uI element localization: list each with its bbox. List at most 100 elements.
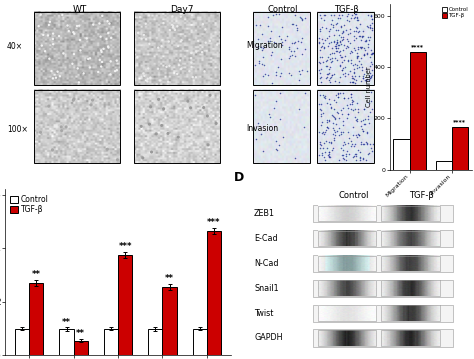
- Point: [367, 51, 374, 57]
- Point: [360, 28, 367, 33]
- Point: [350, 76, 357, 82]
- Point: [184, 98, 191, 104]
- Point: [342, 73, 349, 79]
- Point: [70, 29, 77, 35]
- Point: [264, 38, 272, 43]
- Point: [336, 132, 343, 138]
- Point: [316, 140, 323, 145]
- Point: [98, 49, 105, 55]
- Point: [295, 106, 303, 112]
- Point: [349, 75, 356, 81]
- Point: [366, 34, 374, 39]
- Point: [340, 42, 348, 48]
- Point: [352, 153, 360, 158]
- Bar: [318, 330, 376, 346]
- Point: [334, 45, 342, 50]
- Point: [349, 99, 356, 105]
- Point: [198, 49, 206, 55]
- Point: [326, 79, 334, 84]
- Point: [361, 106, 368, 111]
- Point: [293, 28, 301, 33]
- Point: [70, 51, 78, 57]
- Point: [173, 71, 181, 77]
- Point: [335, 111, 342, 116]
- Point: [290, 41, 297, 46]
- Point: [338, 31, 346, 36]
- Point: [366, 54, 374, 60]
- Point: [321, 95, 329, 101]
- Point: [331, 115, 339, 121]
- Point: [358, 33, 365, 39]
- Point: [298, 51, 306, 57]
- Point: [368, 20, 376, 26]
- Point: [297, 15, 305, 21]
- Point: [273, 40, 280, 46]
- Point: [339, 122, 347, 128]
- Point: [353, 62, 361, 68]
- Point: [323, 125, 331, 130]
- Point: [316, 93, 324, 98]
- Point: [348, 102, 356, 107]
- Point: [318, 54, 326, 60]
- Point: [352, 24, 359, 30]
- Point: [330, 127, 338, 133]
- Point: [315, 151, 323, 157]
- Point: [368, 50, 375, 56]
- Point: [331, 33, 338, 38]
- Bar: [393, 139, 410, 169]
- Point: [320, 45, 328, 51]
- Point: [328, 17, 336, 23]
- Point: [332, 99, 339, 104]
- Point: [153, 131, 160, 137]
- Point: [359, 156, 367, 162]
- Point: [366, 141, 374, 146]
- Text: Invasion: Invasion: [246, 123, 279, 132]
- Point: [69, 97, 77, 103]
- Point: [337, 64, 344, 69]
- Point: [76, 37, 84, 43]
- Point: [338, 111, 346, 117]
- Point: [334, 42, 342, 47]
- Point: [353, 54, 360, 60]
- Point: [331, 78, 338, 84]
- Point: [369, 50, 376, 56]
- Point: [341, 64, 348, 70]
- Point: [324, 125, 331, 131]
- Point: [140, 32, 147, 38]
- Point: [329, 132, 337, 137]
- Point: [318, 36, 326, 42]
- Point: [77, 47, 84, 53]
- Point: [275, 33, 283, 39]
- Point: [317, 13, 324, 18]
- Point: [264, 14, 271, 19]
- Point: [365, 45, 372, 50]
- Point: [86, 55, 94, 61]
- Point: [113, 67, 120, 73]
- Point: [199, 21, 207, 27]
- Point: [46, 56, 53, 61]
- Point: [339, 28, 346, 34]
- Point: [169, 23, 177, 29]
- Point: [267, 28, 275, 34]
- Point: [84, 56, 92, 62]
- Point: [356, 44, 364, 50]
- Point: [334, 40, 341, 46]
- Point: [320, 131, 328, 137]
- Point: [316, 67, 323, 73]
- Point: [213, 42, 221, 48]
- Point: [322, 64, 330, 69]
- Point: [318, 79, 325, 85]
- Text: ****: ****: [453, 120, 466, 125]
- Point: [363, 23, 371, 29]
- Point: [343, 36, 350, 42]
- Point: [323, 120, 331, 125]
- Point: [324, 54, 331, 60]
- Point: [265, 111, 273, 117]
- Point: [134, 30, 142, 36]
- Point: [206, 38, 214, 44]
- Point: [323, 101, 330, 106]
- Point: [255, 120, 262, 126]
- Point: [351, 11, 359, 17]
- Point: [301, 15, 309, 21]
- Point: [367, 74, 374, 79]
